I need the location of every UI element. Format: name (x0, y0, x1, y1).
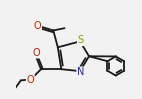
Text: O: O (27, 75, 34, 85)
Text: S: S (78, 35, 84, 45)
Text: N: N (77, 67, 84, 77)
Text: O: O (33, 48, 40, 58)
Text: O: O (34, 21, 41, 31)
